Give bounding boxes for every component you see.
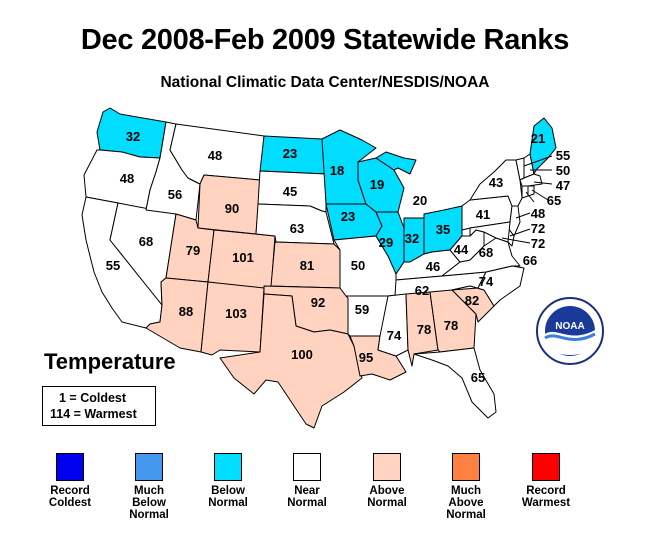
legend-label: Below Normal bbox=[208, 485, 248, 509]
rank-label-id: 56 bbox=[168, 187, 182, 202]
legend-swatch bbox=[214, 453, 242, 481]
legend-swatch bbox=[135, 453, 163, 481]
legend-item-near: Near Normal bbox=[262, 453, 352, 509]
rank-label-pa: 41 bbox=[476, 207, 490, 222]
legend-swatch bbox=[293, 453, 321, 481]
rank-label-fl: 65 bbox=[471, 370, 485, 385]
rank-scale-box: 1 = Coldest 114 = Warmest bbox=[42, 386, 156, 426]
rank-label-ct: 65 bbox=[547, 193, 561, 208]
rank-label-vt: 55 bbox=[556, 148, 570, 163]
rank-label-mo: 50 bbox=[351, 258, 365, 273]
legend-swatch bbox=[373, 453, 401, 481]
rank-label-la: 95 bbox=[359, 350, 373, 365]
rank-label-mn: 18 bbox=[330, 163, 344, 178]
rank-label-or: 48 bbox=[120, 171, 134, 186]
rank-label-ny: 43 bbox=[489, 175, 503, 190]
legend-item-much-above: Much Above Normal bbox=[421, 453, 511, 521]
rank-label-nj: 48 bbox=[531, 206, 545, 221]
rank-label-nm: 103 bbox=[225, 306, 247, 321]
rank-label-az: 88 bbox=[179, 304, 193, 319]
legend-item-record-warmest: Record Warmest bbox=[501, 453, 591, 509]
legend-label: Above Normal bbox=[367, 485, 407, 509]
rank-label-ar: 59 bbox=[355, 302, 369, 317]
rank-label-mt: 48 bbox=[208, 148, 222, 163]
legend-label: Record Coldest bbox=[48, 485, 92, 509]
rank-label-ga: 78 bbox=[444, 318, 458, 333]
rank-label-nc: 74 bbox=[479, 274, 494, 289]
rank-label-oh: 35 bbox=[436, 222, 450, 237]
rank-label-wy: 90 bbox=[225, 201, 239, 216]
rank-label-wi: 19 bbox=[370, 177, 384, 192]
legend-label: Near Normal bbox=[287, 485, 327, 509]
rank-label-in: 32 bbox=[405, 231, 419, 246]
rank-label-nh: 50 bbox=[556, 163, 570, 178]
rank-label-ks: 81 bbox=[300, 258, 314, 273]
rank-label-sd: 45 bbox=[283, 184, 297, 199]
rank-label-ca: 55 bbox=[106, 258, 120, 273]
rank-label-tx: 100 bbox=[291, 347, 313, 362]
rank-label-nd: 23 bbox=[283, 146, 297, 161]
map-subtitle: National Climatic Data Center/NESDIS/NOA… bbox=[160, 74, 490, 91]
legend-swatch bbox=[56, 453, 84, 481]
state-fl[interactable] bbox=[413, 347, 497, 419]
state-md[interactable] bbox=[469, 221, 511, 243]
rank-label-wa: 32 bbox=[126, 129, 140, 144]
panel-label: Temperature bbox=[44, 349, 176, 374]
noaa-logo: NOAA bbox=[536, 297, 604, 365]
legend-item-below: Below Normal bbox=[183, 453, 273, 509]
state-tx[interactable] bbox=[219, 293, 363, 429]
legend-label: Record Warmest bbox=[521, 485, 571, 509]
rank-label-ia: 23 bbox=[341, 209, 355, 224]
rank-label-md: 72 bbox=[531, 236, 545, 251]
svg-text:NOAA: NOAA bbox=[555, 321, 584, 332]
map-title: Dec 2008-Feb 2009 Statewide Ranks bbox=[80, 24, 570, 56]
state-ct[interactable] bbox=[521, 185, 529, 199]
state-me[interactable] bbox=[529, 117, 557, 175]
legend-label: Much Above Normal bbox=[446, 485, 486, 521]
rank-label-ms: 74 bbox=[387, 328, 402, 343]
rank-label-va: 68 bbox=[479, 245, 493, 260]
state-ri[interactable] bbox=[527, 185, 535, 197]
scale-coldest-label: 1 = Coldest bbox=[59, 391, 127, 405]
label-leader-lines bbox=[501, 155, 553, 244]
rank-label-co: 101 bbox=[232, 250, 254, 265]
rank-label-nv: 68 bbox=[139, 234, 153, 249]
rank-label-ky: 46 bbox=[426, 259, 440, 274]
legend-item-record-coldest: Record Coldest bbox=[25, 453, 115, 509]
rank-label-ok: 92 bbox=[311, 295, 325, 310]
legend-item-much-below: Much Below Normal bbox=[104, 453, 194, 521]
rank-label-ne: 63 bbox=[290, 221, 304, 236]
state-mi[interactable] bbox=[375, 151, 417, 175]
rank-label-de: 72 bbox=[531, 221, 545, 236]
rank-label-il: 29 bbox=[379, 235, 393, 250]
rank-label-al: 78 bbox=[417, 322, 431, 337]
rank-label-me: 21 bbox=[531, 131, 545, 146]
legend-label: Much Below Normal bbox=[129, 485, 169, 521]
scale-warmest-label: 114 = Warmest bbox=[50, 407, 137, 421]
legend-swatch bbox=[452, 453, 480, 481]
rank-label-tn: 62 bbox=[415, 283, 429, 298]
legend-swatch bbox=[532, 453, 560, 481]
rank-label-wv: 44 bbox=[454, 242, 469, 257]
rank-label-mi: 20 bbox=[413, 193, 427, 208]
legend-item-above: Above Normal bbox=[342, 453, 432, 509]
rank-label-ut: 79 bbox=[186, 243, 200, 258]
rank-label-ma: 47 bbox=[556, 178, 570, 193]
rank-label-ri: 66 bbox=[523, 253, 537, 268]
rank-label-sc: 82 bbox=[465, 293, 479, 308]
